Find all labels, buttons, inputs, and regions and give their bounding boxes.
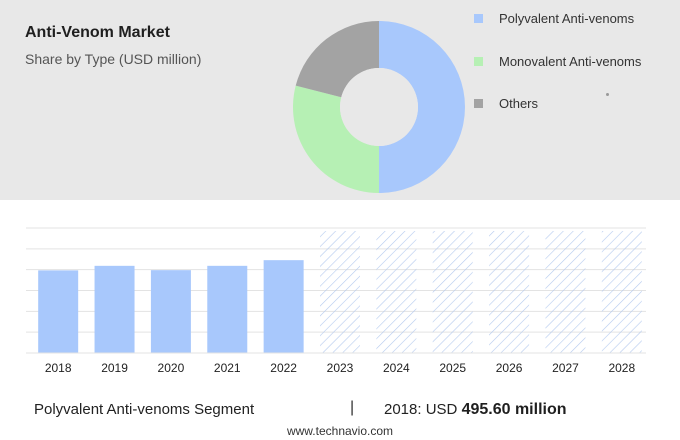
footer-separator: | xyxy=(350,399,355,416)
legend-dot xyxy=(606,93,609,96)
donut-chart xyxy=(293,21,465,193)
x-tick-2025: 2025 xyxy=(439,361,466,375)
legend-swatch-monovalent xyxy=(474,57,483,66)
legend-label-monovalent: Monovalent Anti-venoms xyxy=(499,54,642,69)
x-tick-2021: 2021 xyxy=(214,361,241,375)
footer-value-amount: 495.60 million xyxy=(461,401,567,418)
forecast-bar-2023 xyxy=(320,231,360,353)
chart-title: Anti-Venom Market xyxy=(25,24,170,41)
x-tick-2028: 2028 xyxy=(608,361,635,375)
forecast-bar-2027 xyxy=(545,231,586,353)
donut-slice-others xyxy=(295,21,379,98)
x-tick-2020: 2020 xyxy=(158,361,185,375)
chart-subtitle: Share by Type (USD million) xyxy=(25,51,202,67)
footer-value-prefix: : USD xyxy=(417,401,462,418)
donut-hole xyxy=(340,68,418,146)
x-tick-2026: 2026 xyxy=(496,361,523,375)
x-tick-2018: 2018 xyxy=(45,361,72,375)
forecast-bar-2025 xyxy=(432,231,473,353)
bar-2022 xyxy=(263,260,304,353)
bar-chart: 2018 2019 2020 2021 2022 2023 2024 2025 2026 2027… xyxy=(26,227,646,375)
x-tick-2024: 2024 xyxy=(383,361,410,375)
legend-label-polyvalent: Polyvalent Anti-venoms xyxy=(499,11,635,26)
bar-2021 xyxy=(207,265,248,353)
forecast-bar-2028 xyxy=(601,231,642,353)
x-tick-2022: 2022 xyxy=(270,361,297,375)
legend-label-others: Others xyxy=(499,96,539,111)
legend-swatch-polyvalent xyxy=(474,14,483,23)
legend-swatch-others xyxy=(474,99,483,108)
bar-2019 xyxy=(94,265,135,353)
footer-year: 2018 xyxy=(384,401,418,418)
bar-2018 xyxy=(38,270,79,353)
forecast-bar-2024 xyxy=(376,231,417,353)
summary-panel: Anti-Venom Market Share by Type (USD mil… xyxy=(0,0,680,200)
footer-value: 2018: USD 495.60 million xyxy=(384,401,567,419)
x-tick-2019: 2019 xyxy=(101,361,128,375)
donut-slice-monovalent xyxy=(293,85,379,193)
footer-segment-label: Polyvalent Anti-venoms Segment xyxy=(34,401,255,418)
forecast-bar-2026 xyxy=(489,231,530,353)
bar-2020 xyxy=(150,270,191,353)
x-tick-2027: 2027 xyxy=(552,361,579,375)
source-link[interactable]: www.technavio.com xyxy=(286,424,394,438)
donut-slice-polyvalent xyxy=(379,21,465,193)
x-tick-2023: 2023 xyxy=(327,361,354,375)
